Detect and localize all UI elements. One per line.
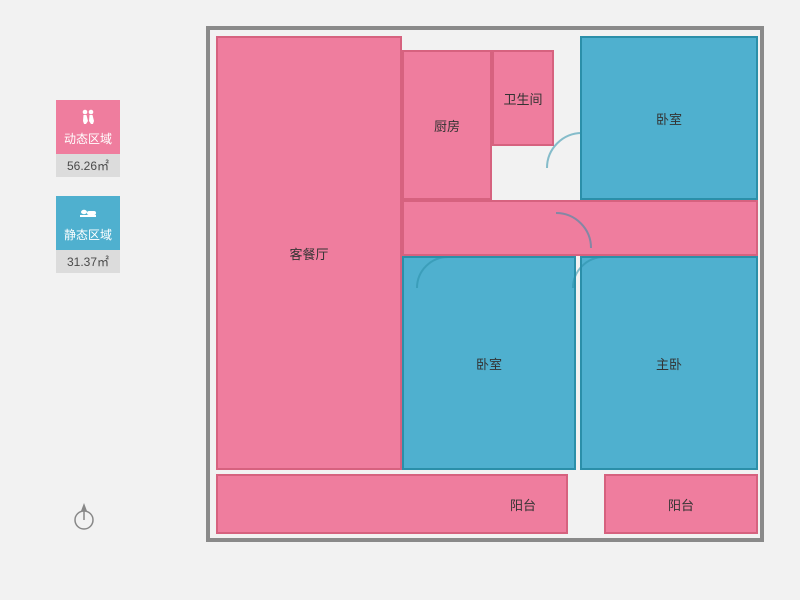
legend-static: 静态区域 31.37㎡ xyxy=(56,196,120,273)
legend-static-value: 31.37㎡ xyxy=(56,250,120,273)
room-bedroom-1: 卧室 xyxy=(580,36,758,200)
people-icon xyxy=(78,108,98,126)
legend-dynamic-label: 动态区域 xyxy=(64,130,112,147)
room-label: 卧室 xyxy=(476,354,502,373)
room-label: 主卧 xyxy=(656,354,682,373)
room-balcony-2: 阳台 xyxy=(604,474,758,534)
room-label: 厨房 xyxy=(434,116,460,135)
room-label: 卧室 xyxy=(656,109,682,128)
compass-icon xyxy=(68,500,100,532)
room-label: 客餐厅 xyxy=(289,244,328,263)
room-master: 主卧 xyxy=(580,256,758,470)
room-bedroom-2: 卧室 xyxy=(402,256,576,470)
legend-static-label: 静态区域 xyxy=(64,226,112,243)
legend-static-top: 静态区域 xyxy=(56,196,120,250)
room-label: 阳台 xyxy=(668,495,694,514)
room-label: 卫生间 xyxy=(503,89,542,108)
room-kitchen: 厨房 xyxy=(402,50,492,200)
floor-plan: 客餐厅 厨房 卫生间 卧室 卧室 主卧 阳台 阳台 xyxy=(200,12,760,552)
legend-dynamic: 动态区域 56.26㎡ xyxy=(56,100,120,177)
room-living: 客餐厅 xyxy=(216,36,402,470)
bed-icon xyxy=(78,204,98,222)
legend-dynamic-top: 动态区域 xyxy=(56,100,120,154)
room-bath: 卫生间 xyxy=(492,50,554,146)
room-balcony-1: 阳台 xyxy=(216,474,568,534)
legend-dynamic-value: 56.26㎡ xyxy=(56,154,120,177)
room-label: 阳台 xyxy=(510,495,536,514)
